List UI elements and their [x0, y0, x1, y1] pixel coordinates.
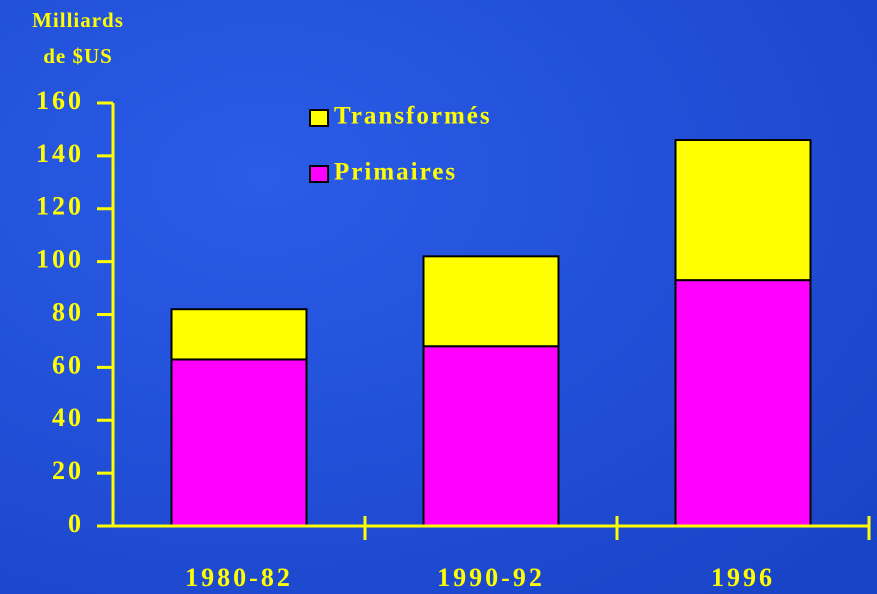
y-tick-label: 160 [36, 86, 84, 115]
bar-segment [170, 308, 308, 361]
bar-segment [674, 139, 812, 282]
y-tick-label: 80 [52, 297, 84, 326]
y-tick-label: 140 [36, 139, 84, 168]
bar-segment [674, 279, 812, 527]
y-tick-label: 0 [68, 509, 84, 538]
bar-segment [422, 255, 560, 348]
legend-swatch [309, 165, 329, 183]
y-axis-label: de $US [43, 44, 113, 68]
y-tick-label: 120 [36, 192, 84, 221]
y-tick-label: 60 [52, 350, 84, 379]
x-tick-label: 1980-82 [185, 563, 293, 592]
x-tick-label: 1990-92 [437, 563, 545, 592]
legend-label: Primaires [334, 159, 457, 186]
x-tick-label: 1996 [711, 563, 775, 592]
y-tick-label: 40 [52, 403, 84, 432]
legend-label: Transformés [334, 103, 492, 130]
y-axis-label: Milliards [32, 8, 124, 32]
bar-segment [170, 358, 308, 527]
bar-segment [422, 345, 560, 527]
legend-swatch [309, 109, 329, 127]
y-tick-label: 100 [36, 245, 84, 274]
y-tick-label: 20 [52, 456, 84, 485]
